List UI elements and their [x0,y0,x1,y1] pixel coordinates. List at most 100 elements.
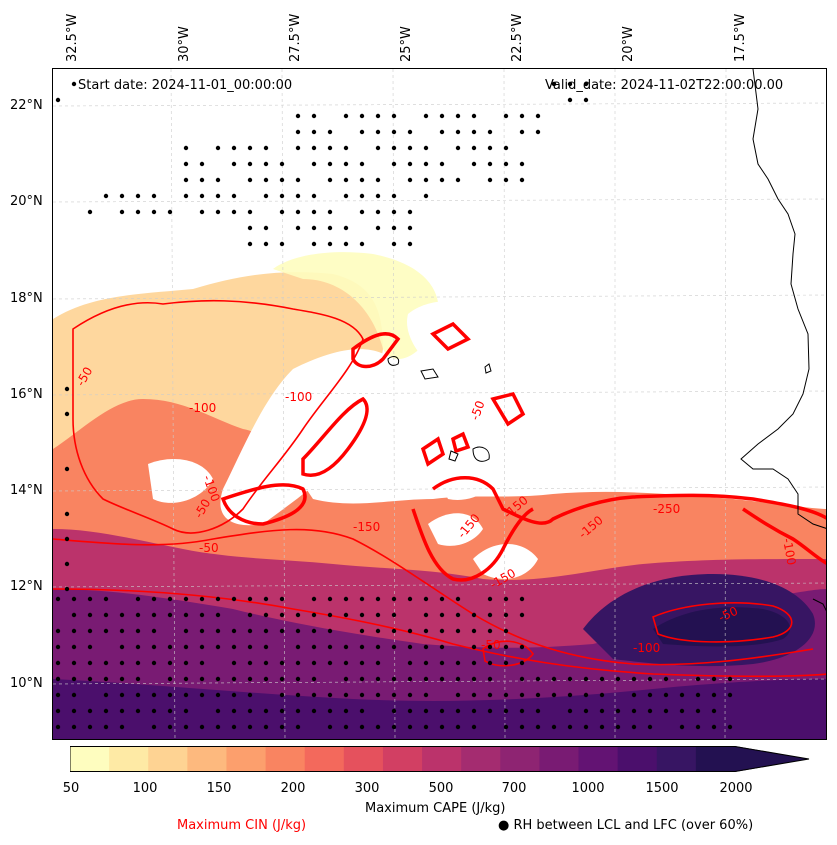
rh-dot [471,628,477,634]
rh-dot [423,660,429,666]
rh-dot [103,628,109,634]
rh-dot [55,724,61,730]
rh-dot [215,145,221,151]
rh-dot [247,628,253,634]
rh-dot [503,692,509,698]
rh-dot [519,676,525,682]
rh-dot [551,81,557,87]
rh-dot [423,628,429,634]
rh-dot [151,724,157,730]
rh-dot [311,660,317,666]
rh-dot [247,644,253,650]
lon-label-32-5w: 32.5°W [65,13,80,62]
rh-dot [87,596,93,602]
rh-dot [311,241,317,247]
rh-dot [455,145,461,151]
rh-dot [279,708,285,714]
lat-label-12n: 12°N [10,579,43,594]
rh-dot [375,644,381,650]
rh-dot [455,724,461,730]
rh-dot [167,612,173,618]
rh-dot [199,193,205,199]
lat-label-20n: 20°N [10,194,43,209]
rh-dot [183,708,189,714]
rh-dot [407,145,413,151]
rh-dot [711,708,717,714]
colorbar-tick: 1500 [645,781,679,796]
rh-dot [343,660,349,666]
rh-dot [375,724,381,730]
rh-dot [151,628,157,634]
rh-dot [151,644,157,650]
rh-dot [471,692,477,698]
rh-dot [423,708,429,714]
rh-dot [503,596,509,602]
rh-dot [215,193,221,199]
lon-label-17-5w: 17.5°W [733,13,748,62]
rh-dot [295,612,301,618]
rh-dot [311,225,317,231]
rh-dot [407,209,413,215]
rh-dot [407,628,413,634]
colorbar [70,746,810,772]
rh-dot [295,644,301,650]
rh-dot [215,177,221,183]
rh-dot [679,724,685,730]
rh-dot [695,724,701,730]
rh-dot [519,161,525,167]
rh-dot [279,724,285,730]
rh-dot [119,724,125,730]
rh-dot [503,177,509,183]
rh-dot [199,660,205,666]
rh-dot [263,724,269,730]
rh-dot [295,225,301,231]
rh-dot [247,724,253,730]
rh-dot [663,676,669,682]
rh-dot [519,724,525,730]
rh-dot [455,129,461,135]
rh-dot [295,113,301,119]
rh-dot [391,676,397,682]
rh-dot [103,596,109,602]
rh-dot [647,676,653,682]
rh-dot [295,692,301,698]
rh-dot [439,676,445,682]
rh-dot [231,676,237,682]
rh-dot [359,692,365,698]
rh-dot [167,692,173,698]
rh-dot [503,628,509,634]
rh-dot [327,644,333,650]
rh-dot [183,596,189,602]
rh-dot [71,724,77,730]
rh-dot [487,145,493,151]
rh-dot [311,193,317,199]
rh-dot [247,225,253,231]
rh-dot [407,129,413,135]
rh-dot [279,692,285,698]
rh-dot [375,193,381,199]
rh-dot [487,676,493,682]
colorbar-tick: 500 [428,781,454,796]
rh-dot [599,724,605,730]
rh-dot [71,81,77,87]
rh-dot [64,536,70,542]
rh-dot [375,692,381,698]
rh-dot [631,724,637,730]
rh-dot [199,724,205,730]
rh-dot [327,129,333,135]
contour-label: -100 [189,401,216,415]
rh-dot [167,660,173,666]
colorbar-cell [265,746,306,772]
rh-dot [359,161,365,167]
rh-dot [487,177,493,183]
rh-dot [119,676,125,682]
colorbar-tick: 50 [62,781,80,796]
rh-dot [295,660,301,666]
rh-dot [359,209,365,215]
rh-dot [391,193,397,199]
colorbar-tick: 150 [206,781,232,796]
rh-dot [423,612,429,618]
rh-dot [263,161,269,167]
rh-dot [631,692,637,698]
rh-dot [583,708,589,714]
